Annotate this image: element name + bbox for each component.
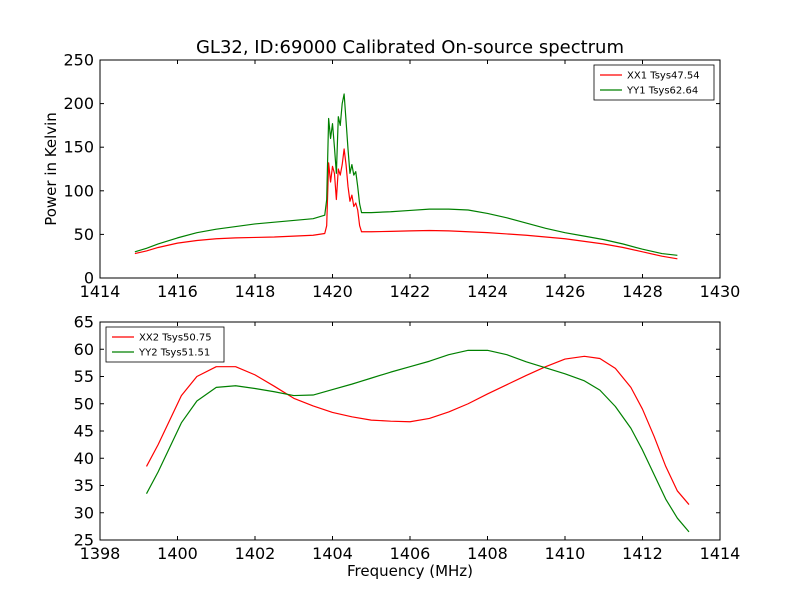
legend: XX1 Tsys47.54 YY1 Tsys62.64 bbox=[593, 64, 715, 101]
x-tick-label: 1408 bbox=[467, 544, 508, 563]
x-tick-label: 1410 bbox=[545, 544, 586, 563]
y-tick-label: 45 bbox=[74, 422, 94, 441]
x-tick-label: 1428 bbox=[622, 282, 663, 301]
legend-label: YY1 Tsys62.64 bbox=[626, 86, 698, 97]
x-tick-label: 1426 bbox=[545, 282, 586, 301]
x-tick-label: 1416 bbox=[157, 282, 198, 301]
x-tick-label: 1420 bbox=[312, 282, 353, 301]
x-tick-label: 1430 bbox=[700, 282, 741, 301]
series-line-yy1 bbox=[134, 93, 678, 256]
y-tick-label: 30 bbox=[74, 503, 94, 522]
chart-title: GL32, ID:69000 Calibrated On-source spec… bbox=[196, 37, 624, 58]
y-tick-label: 50 bbox=[74, 225, 94, 244]
x-tick-label: 1400 bbox=[157, 544, 198, 563]
x-axis-label: Frequency (MHz) bbox=[347, 562, 473, 580]
x-tick-label: 1418 bbox=[235, 282, 276, 301]
legend-label: XX1 Tsys47.54 bbox=[627, 71, 700, 82]
x-tick-label: 1412 bbox=[622, 544, 663, 563]
bottom-chart: 1398 1400 1402 1404 1406 1408 1410 1412 1414 25 30… bbox=[74, 313, 741, 581]
x-tick-label: 1414 bbox=[700, 544, 741, 563]
y-tick-label: 150 bbox=[63, 138, 94, 157]
y-tick-label: 100 bbox=[63, 181, 94, 200]
y-tick-label: 200 bbox=[63, 94, 94, 113]
series-line-yy2 bbox=[145, 349, 690, 533]
y-tick-label: 60 bbox=[74, 340, 94, 359]
top-chart: 1414 1416 1418 1420 1422 1424 1426 1428 1430 0 50 1… bbox=[42, 37, 740, 301]
x-tick-label: 1424 bbox=[467, 282, 508, 301]
legend-box bbox=[593, 64, 715, 101]
y-tick-label: 250 bbox=[63, 51, 94, 70]
y-tick-label: 55 bbox=[74, 367, 94, 386]
x-tick-label: 1414 bbox=[80, 282, 121, 301]
y-tick-label: 40 bbox=[74, 449, 94, 468]
y-tick-label: 50 bbox=[74, 394, 94, 413]
x-tick-label: 1398 bbox=[80, 544, 121, 563]
legend-label: XX2 Tsys50.75 bbox=[139, 333, 212, 344]
y-axis-label: Power in Kelvin bbox=[42, 112, 60, 226]
y-tick-label: 0 bbox=[84, 269, 94, 288]
legend: XX2 Tsys50.75 YY2 Tsys51.51 bbox=[105, 326, 225, 363]
legend-label: YY2 Tsys51.51 bbox=[138, 348, 210, 359]
series-line-xx2 bbox=[145, 355, 690, 505]
x-tick-label: 1406 bbox=[390, 544, 431, 563]
x-tick-label: 1422 bbox=[390, 282, 431, 301]
x-tick-label: 1404 bbox=[312, 544, 353, 563]
y-tick-label: 65 bbox=[74, 313, 94, 332]
y-tick-label: 35 bbox=[74, 476, 94, 495]
series-line-xx1 bbox=[134, 148, 678, 260]
y-tick-label: 25 bbox=[74, 531, 94, 550]
x-tick-label: 1402 bbox=[235, 544, 276, 563]
legend-box bbox=[105, 326, 225, 363]
